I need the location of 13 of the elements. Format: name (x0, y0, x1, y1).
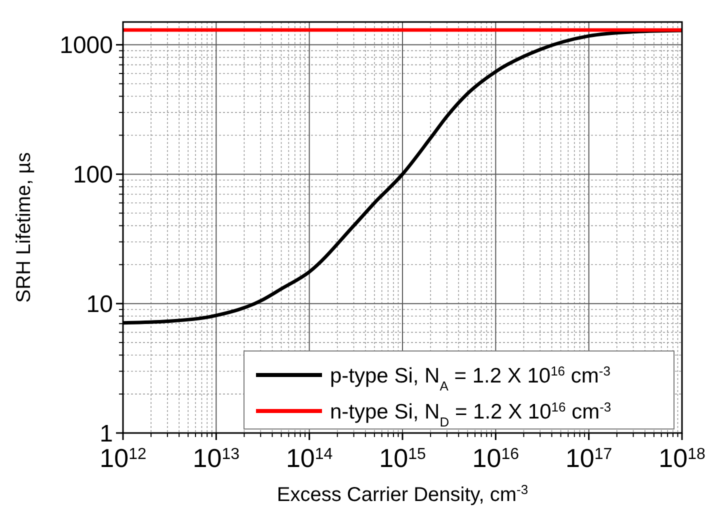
y-tick-label: 10 (86, 290, 113, 318)
x-tick-label: 10$^{16}$ (472, 443, 520, 473)
y-tick-label: 1000 (60, 32, 113, 60)
x-tick-label: 10$^{13}$ (192, 443, 240, 473)
y-axis-title: SRH Lifetime, µs (13, 152, 35, 303)
x-tick-label: 10$^{18}$ (658, 443, 706, 473)
legend-label: n-type Si, N$_{D}$ = 1.2 X 10$^{16}$ cm$^{-3}$ (330, 398, 612, 429)
x-tick-label: 10$^{14}$ (286, 443, 333, 473)
x-tick-label: 10$^{17}$ (565, 443, 612, 473)
legend-label: p-type Si, N$_{A}$ = 1.2 X 10$^{16}$ cm$^{-3}$ (330, 362, 610, 393)
x-tick-label: 10$^{15}$ (379, 443, 426, 473)
y-tick-label: 100 (72, 162, 113, 189)
x-axis-title: Excess Carrier Density, cm$^{-3}$ (276, 482, 528, 506)
